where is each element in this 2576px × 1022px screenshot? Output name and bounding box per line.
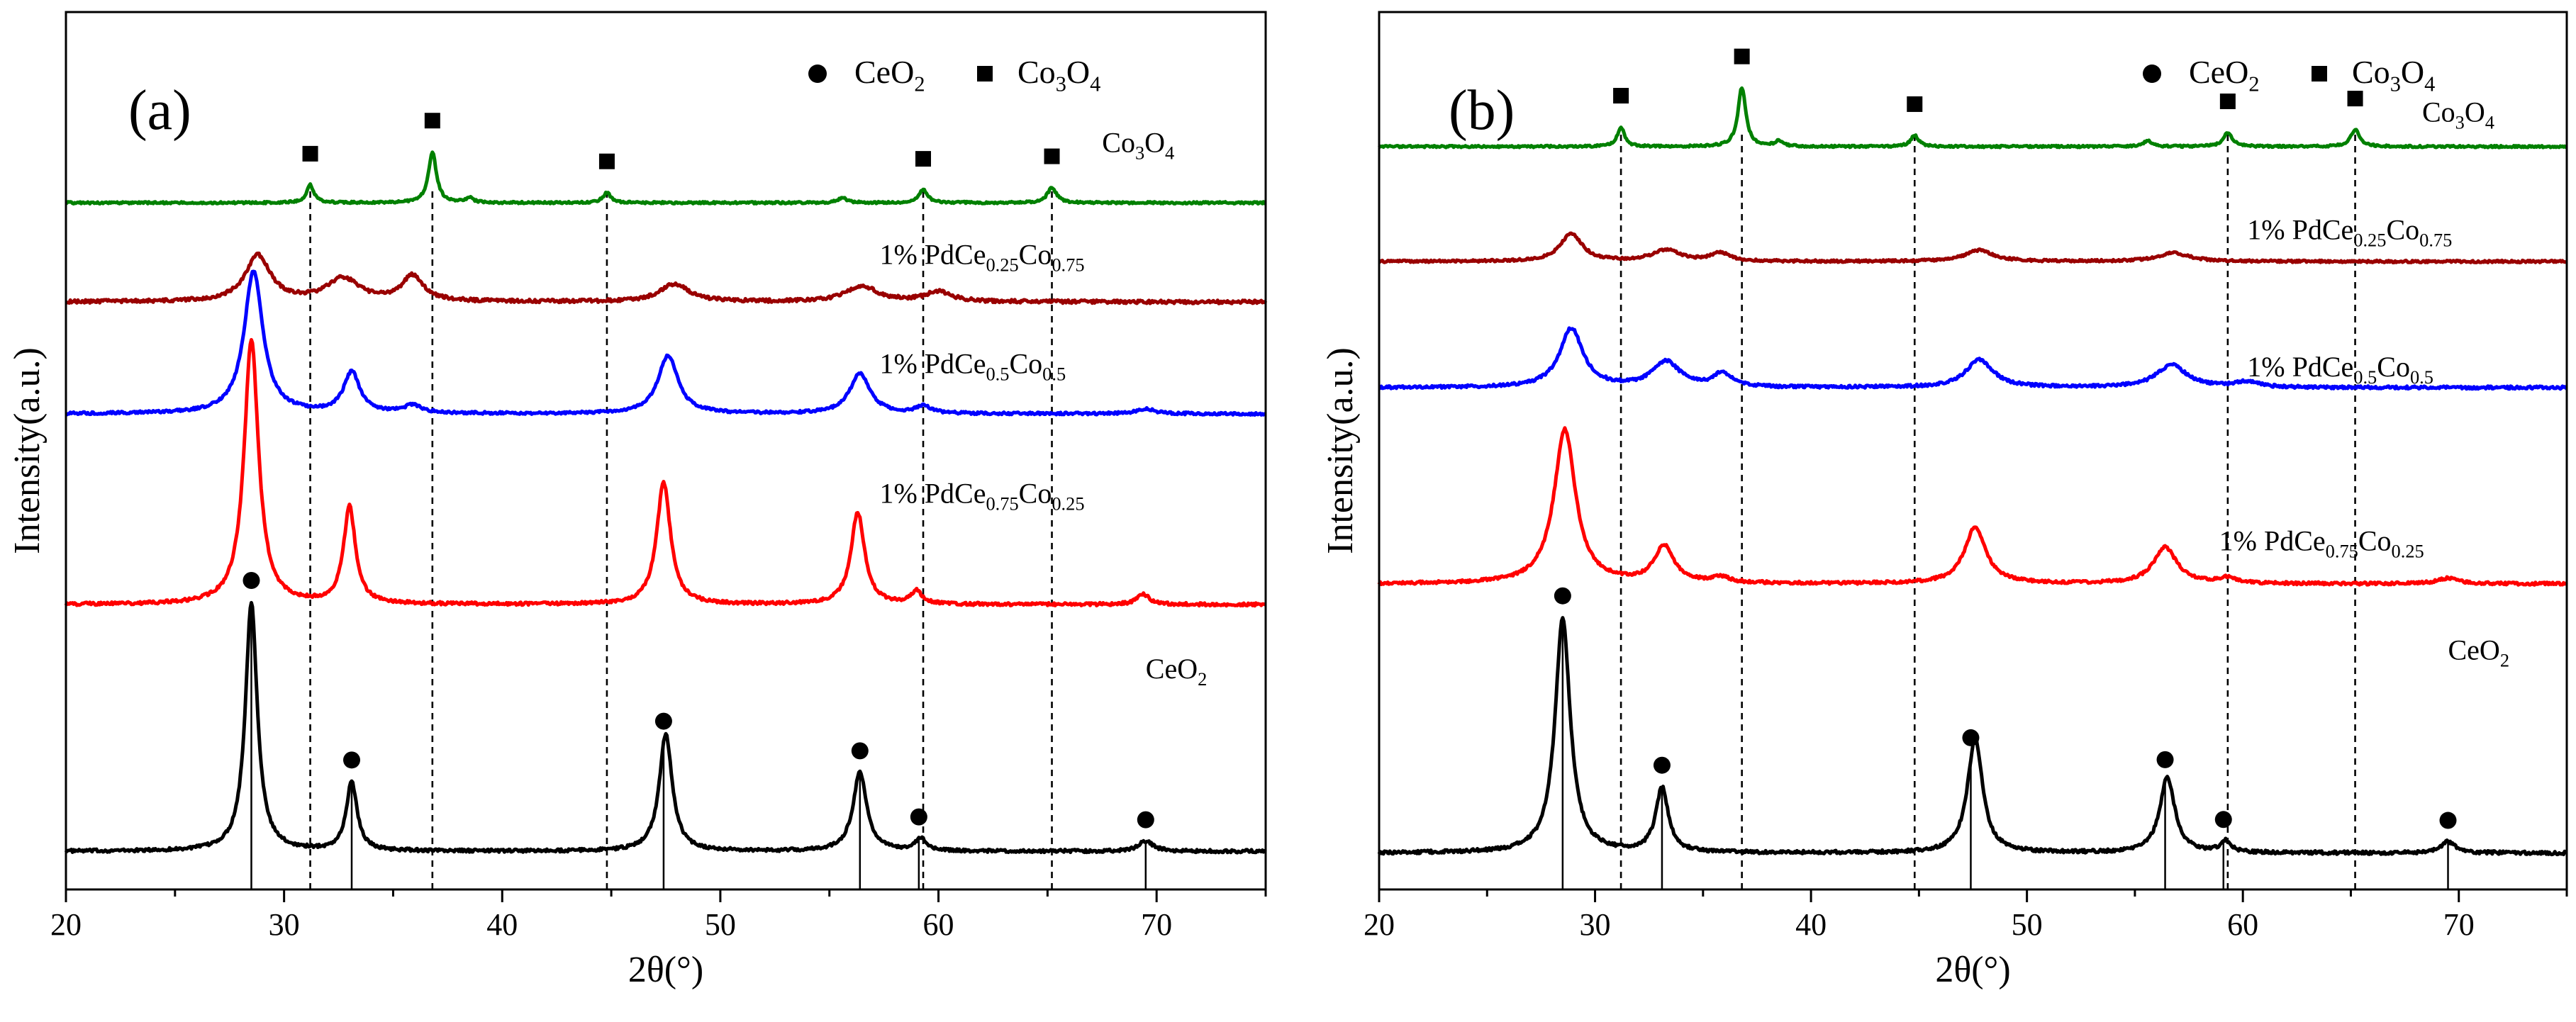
co3o4-marker: [302, 145, 318, 162]
co3o4-marker: [598, 153, 615, 169]
ceo2-marker: [1653, 756, 1671, 774]
x-tick-label: 70: [2443, 907, 2475, 942]
ceo2-marker: [1554, 587, 1571, 605]
y-axis-label: Intensity(a.u.): [7, 347, 48, 554]
x-axis-label: 2θ(°): [628, 950, 703, 990]
x-axis-label: 2θ(°): [1935, 950, 2010, 990]
series-line: [65, 150, 1266, 206]
series-label: 1% PdCe0.25Co0.75: [879, 238, 1084, 275]
plot-frame: [1378, 11, 2568, 891]
series-line: [1377, 426, 2568, 587]
series-label: CeO2: [1146, 653, 1208, 690]
co3o4-marker: [1044, 148, 1060, 164]
series-label: Co3O4: [2422, 96, 2494, 133]
legend-ceo2-label: CeO2: [854, 54, 925, 96]
x-tick-label: 20: [1364, 907, 1395, 942]
series-line: [1378, 231, 2567, 264]
co3o4-marker: [2347, 91, 2363, 107]
x-tick-label: 50: [2012, 907, 2043, 942]
x-tick-label: 20: [50, 907, 82, 942]
legend-co3o4-label: Co3O4: [2352, 54, 2435, 96]
x-tick-label: 60: [923, 907, 954, 942]
co3o4-marker: [1613, 88, 1629, 104]
ceo2-marker: [2214, 811, 2232, 829]
legend-co3o4-label: Co3O4: [1017, 54, 1100, 96]
ceo2-marker: [343, 751, 361, 769]
x-tick-label: 30: [1580, 907, 1611, 942]
series-label: 1% PdCe0.75Co0.25: [2219, 524, 2424, 561]
y-axis-label: Intensity(a.u.): [1320, 347, 1361, 554]
legend-ceo2-marker: [808, 64, 827, 83]
ceo2-marker: [654, 712, 672, 730]
ceo2-marker: [851, 742, 869, 760]
co3o4-marker: [1734, 48, 1750, 64]
ceo2-marker: [242, 572, 260, 590]
series-label: 1% PdCe0.75Co0.25: [879, 478, 1084, 515]
x-tick-label: 40: [486, 907, 518, 942]
co3o4-marker: [915, 151, 932, 167]
series-line: [64, 337, 1266, 608]
series-line: [64, 600, 1267, 855]
ceo2-marker: [2439, 812, 2457, 829]
co3o4-marker: [2219, 93, 2236, 109]
legend-ceo2-marker: [2143, 64, 2161, 83]
x-tick-label: 50: [705, 907, 736, 942]
series-line: [65, 251, 1268, 305]
panel-label: (a): [128, 79, 191, 142]
legend-co3o4-marker: [977, 66, 993, 82]
series-line: [65, 269, 1267, 417]
series-line: [1378, 326, 2568, 391]
ceo2-marker: [2156, 751, 2174, 768]
co3o4-marker: [1907, 96, 1923, 112]
series-line: [1378, 86, 2568, 150]
legend-ceo2-label: CeO2: [2189, 54, 2260, 96]
series-label: 1% PdCe0.5Co0.5: [2247, 351, 2433, 388]
x-tick-label: 70: [1141, 907, 1172, 942]
ceo2-marker: [910, 808, 927, 826]
series-label: CeO2: [2448, 634, 2510, 671]
panel-label: (b): [1449, 79, 1515, 142]
x-tick-label: 40: [1795, 907, 1827, 942]
panel-b: CeO2 1% PdCe0.75Co0.25 1% PdCe0.5Co0.5 1% P…: [1320, 11, 2568, 990]
series-label: 1% PdCe0.5Co0.5: [879, 348, 1066, 385]
legend-co3o4-marker: [2312, 66, 2327, 82]
x-tick-label: 60: [2227, 907, 2258, 942]
ceo2-marker: [1962, 729, 1980, 746]
ceo2-marker: [1137, 811, 1154, 829]
co3o4-marker: [424, 113, 440, 129]
series-label: Co3O4: [1102, 126, 1174, 163]
plot-frame: [65, 11, 1267, 891]
series-label: 1% PdCe0.25Co0.75: [2247, 213, 2452, 250]
panel-a: CeO2 1% PdCe0.75Co0.25 1% PdCe0.5Co0.5 1% P…: [7, 11, 1268, 990]
x-tick-label: 30: [269, 907, 300, 942]
